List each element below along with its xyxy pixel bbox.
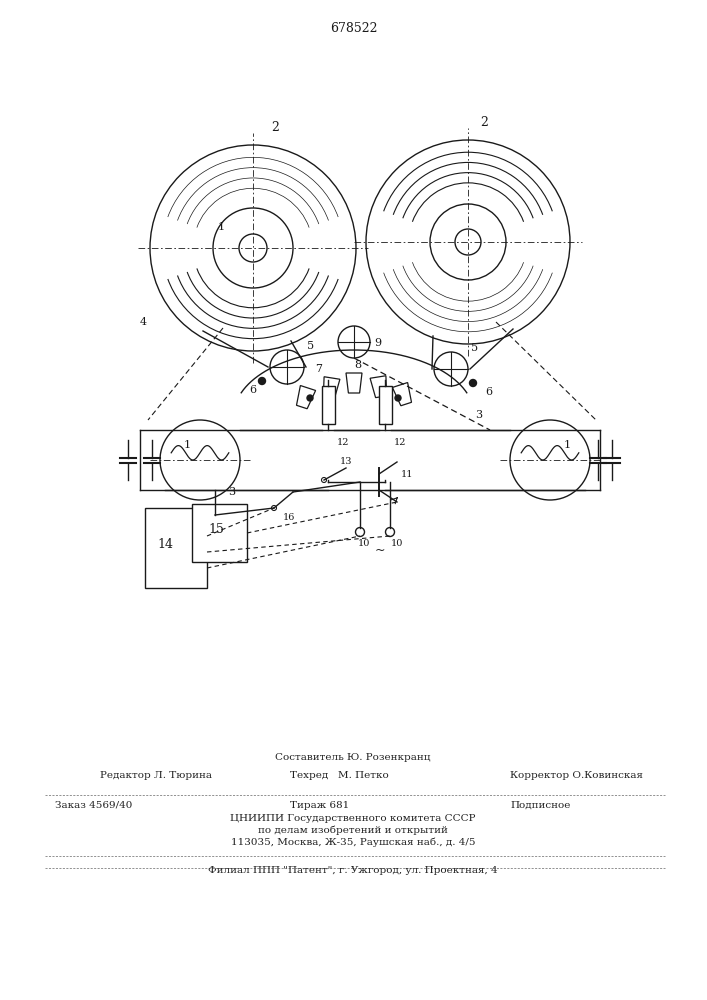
Text: Филиал ППП "Патент", г. Ужгород, ул. Проектная, 4: Филиал ППП "Патент", г. Ужгород, ул. Про…	[208, 866, 498, 875]
Circle shape	[160, 420, 240, 500]
Text: 10: 10	[358, 539, 370, 548]
Text: 9: 9	[374, 338, 381, 348]
Bar	[322, 386, 334, 424]
Text: 12: 12	[394, 438, 407, 447]
Text: 11: 11	[401, 470, 414, 479]
Text: 4: 4	[140, 317, 147, 327]
Text: 3: 3	[475, 410, 482, 420]
Circle shape	[395, 395, 401, 401]
Circle shape	[338, 326, 370, 358]
Text: 1: 1	[218, 222, 225, 232]
Text: 10: 10	[391, 539, 404, 548]
Text: 5: 5	[307, 341, 314, 351]
Polygon shape	[346, 373, 362, 393]
Polygon shape	[370, 376, 387, 398]
Text: 13: 13	[340, 457, 353, 466]
Circle shape	[239, 234, 267, 262]
Text: 15: 15	[208, 523, 224, 536]
Circle shape	[430, 204, 506, 280]
Circle shape	[259, 377, 266, 384]
Text: Составитель Ю. Розенкранц: Составитель Ю. Розенкранц	[275, 753, 431, 762]
Circle shape	[212, 512, 218, 518]
Text: 5: 5	[471, 343, 478, 353]
Text: 16: 16	[283, 513, 296, 522]
Text: 2: 2	[271, 121, 279, 134]
Text: Техред   М. Петко: Техред М. Петко	[290, 771, 389, 780]
Text: по делам изобретений и открытий: по делам изобретений и открытий	[258, 826, 448, 835]
Text: Подписное: Подписное	[510, 801, 571, 810]
Text: 113035, Москва, Ж-35, Раушская наб., д. 4/5: 113035, Москва, Ж-35, Раушская наб., д. …	[230, 838, 475, 847]
Polygon shape	[296, 386, 315, 409]
Circle shape	[213, 208, 293, 288]
Text: ~: ~	[375, 544, 385, 557]
Text: 1: 1	[564, 440, 571, 450]
Text: Заказ 4569/40: Заказ 4569/40	[55, 801, 132, 810]
Text: 8: 8	[354, 360, 361, 370]
Text: 14: 14	[157, 538, 173, 551]
Text: 2: 2	[480, 116, 488, 129]
Text: Редактор Л. Тюрина: Редактор Л. Тюрина	[100, 771, 212, 780]
Circle shape	[434, 352, 468, 386]
Circle shape	[271, 506, 276, 510]
Polygon shape	[392, 383, 411, 406]
Text: Тираж 681: Тираж 681	[290, 801, 349, 810]
Circle shape	[469, 379, 477, 386]
Text: 6: 6	[249, 385, 256, 395]
Text: 678522: 678522	[329, 21, 378, 34]
Circle shape	[455, 229, 481, 255]
Text: 12: 12	[337, 438, 349, 447]
Circle shape	[322, 478, 327, 483]
Circle shape	[307, 395, 313, 401]
Text: 1: 1	[184, 440, 191, 450]
Text: 6: 6	[485, 387, 492, 397]
Circle shape	[510, 420, 590, 500]
Bar	[145, 508, 207, 588]
Bar	[378, 386, 392, 424]
Text: 3: 3	[228, 487, 235, 497]
Circle shape	[150, 145, 356, 351]
Text: Корректор О.Ковинская: Корректор О.Ковинская	[510, 771, 643, 780]
Text: ЦНИИПИ Государственного комитета СССР: ЦНИИПИ Государственного комитета СССР	[230, 814, 476, 823]
Polygon shape	[323, 377, 340, 399]
Circle shape	[366, 140, 570, 344]
Text: 7: 7	[315, 364, 322, 374]
Circle shape	[270, 350, 304, 384]
Bar	[192, 504, 247, 562]
